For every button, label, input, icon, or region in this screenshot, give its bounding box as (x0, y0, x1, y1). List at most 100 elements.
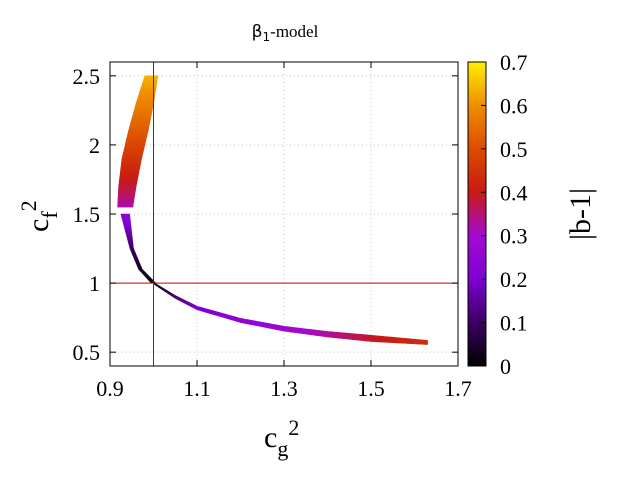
band-lower-segment (280, 325, 285, 332)
band-lower-segment (125, 230, 133, 235)
grid-lines (110, 62, 458, 366)
band-lower-segment (415, 338, 420, 345)
band-lower-segment (196, 305, 201, 312)
band-lower-segment (378, 335, 384, 343)
band-lower-segment (317, 330, 322, 337)
band-lower-segment (314, 329, 319, 337)
y-tick-label: 1.5 (73, 202, 101, 227)
colorbar-tick-label: 0.1 (500, 311, 528, 336)
band-lower-segment (123, 226, 132, 230)
band-lower-segment (212, 310, 216, 316)
band-lower-segment (128, 245, 134, 249)
colorbar-tick-label: 0.5 (500, 137, 528, 162)
band-lower-segment (407, 338, 412, 345)
colorbar-tick-label: 0.6 (500, 93, 528, 118)
band-lower-segment (311, 329, 316, 336)
band-lower-segment (127, 240, 134, 244)
band-lower-segment (336, 331, 341, 339)
y-tick-label: 2 (89, 133, 100, 158)
band-lower-segment (308, 328, 313, 336)
band-lower-segment (255, 320, 260, 327)
colorbar-tick-label: 0.4 (500, 180, 528, 205)
band-lower-segment (352, 333, 356, 341)
band-lower-segment (289, 326, 294, 333)
band-lower-segment (398, 337, 404, 344)
band-lower-segment (423, 339, 428, 345)
band-lower-segment (128, 243, 134, 247)
band-lower-segment (382, 336, 388, 343)
band-lower-segment (386, 336, 392, 343)
band-lower-segment (218, 311, 223, 318)
x-axis-ticks: 0.9 1.1 1.3 1.5 1.7 (96, 62, 472, 401)
band-upper-segment (143, 75, 159, 79)
x-axis-label: cg2 (264, 415, 299, 461)
band-lower-segment (370, 334, 376, 343)
band-lower-segment (127, 238, 133, 242)
band-lower-segment (271, 323, 275, 330)
band-lower-segment (330, 331, 335, 338)
band-lower-segment (227, 314, 232, 321)
x-tick-label: 1.7 (444, 376, 472, 401)
band-lower-segment (345, 332, 350, 340)
band-lower-segment (296, 327, 300, 334)
y-axis-label: cf2 (16, 200, 62, 232)
band-lower-segment (342, 332, 347, 340)
y-axis-ticks: 0.5 1 1.5 2 2.5 (73, 64, 458, 365)
band-lower-segment (411, 338, 416, 345)
band-lower-segment (320, 330, 325, 337)
colorbar-ticks: 0 0.1 0.2 0.3 0.4 0.5 0.6 0.7 (481, 50, 528, 379)
band-lower-segment (339, 332, 344, 339)
band-lower-segment (121, 216, 131, 220)
band-lower-segment (202, 307, 207, 313)
band-lower-segment (230, 315, 235, 322)
colorbar-tick-label: 0 (500, 354, 511, 379)
band-lower-segment (299, 327, 303, 334)
band-lower-segment (302, 328, 307, 335)
band-lower-segment (233, 316, 238, 322)
band-lower-segment (224, 313, 229, 320)
band-lower-segment (265, 322, 269, 329)
band-lower-segment (274, 324, 279, 331)
band-lower-segment (123, 223, 132, 227)
colorbar-tick-label: 0.7 (500, 50, 528, 75)
band-lower-segment (125, 233, 133, 237)
x-tick-label: 1.1 (183, 376, 211, 401)
band-lower-segment (324, 330, 328, 338)
x-tick-label: 1.3 (270, 376, 298, 401)
x-tick-label: 1.5 (357, 376, 385, 401)
band-lower-segment (364, 334, 369, 342)
band-lower-segment (124, 228, 132, 232)
colorbar-label: |b-1| (564, 188, 597, 240)
band-lower-segment (327, 331, 331, 338)
band-lower-segment (293, 327, 297, 334)
band-lower-segment (258, 321, 263, 328)
band-lower-segment (361, 334, 366, 342)
band-lower-segment (283, 325, 288, 332)
band-lower-segment (367, 334, 372, 342)
colorbar-tick-label: 0.3 (500, 224, 528, 249)
y-tick-label: 2.5 (73, 64, 101, 89)
band-lower-segment (286, 326, 291, 333)
band-lower-segment (403, 337, 408, 344)
band-lower-segment (358, 333, 362, 341)
band-lower-segment (246, 319, 251, 325)
band-lower-segment (206, 308, 210, 314)
band-lower-segment (240, 317, 244, 324)
band-lower-segment (355, 333, 359, 341)
band-lower-segment (419, 339, 424, 345)
data-band (117, 75, 428, 345)
chart-title: β1-model (252, 22, 319, 44)
band-lower-segment (249, 319, 254, 326)
band-lower-segment (243, 318, 248, 325)
x-tick-label: 0.9 (96, 376, 124, 401)
band-lower-segment (261, 321, 266, 328)
band-lower-segment (305, 328, 310, 335)
band-lower-segment (121, 218, 131, 222)
band-lower-segment (120, 213, 131, 217)
band-lower-segment (199, 306, 204, 312)
band-lower-segment (333, 331, 338, 339)
band-lower-segment (348, 333, 353, 340)
band-lower-segment (394, 337, 400, 344)
band-lower-segment (390, 336, 396, 344)
